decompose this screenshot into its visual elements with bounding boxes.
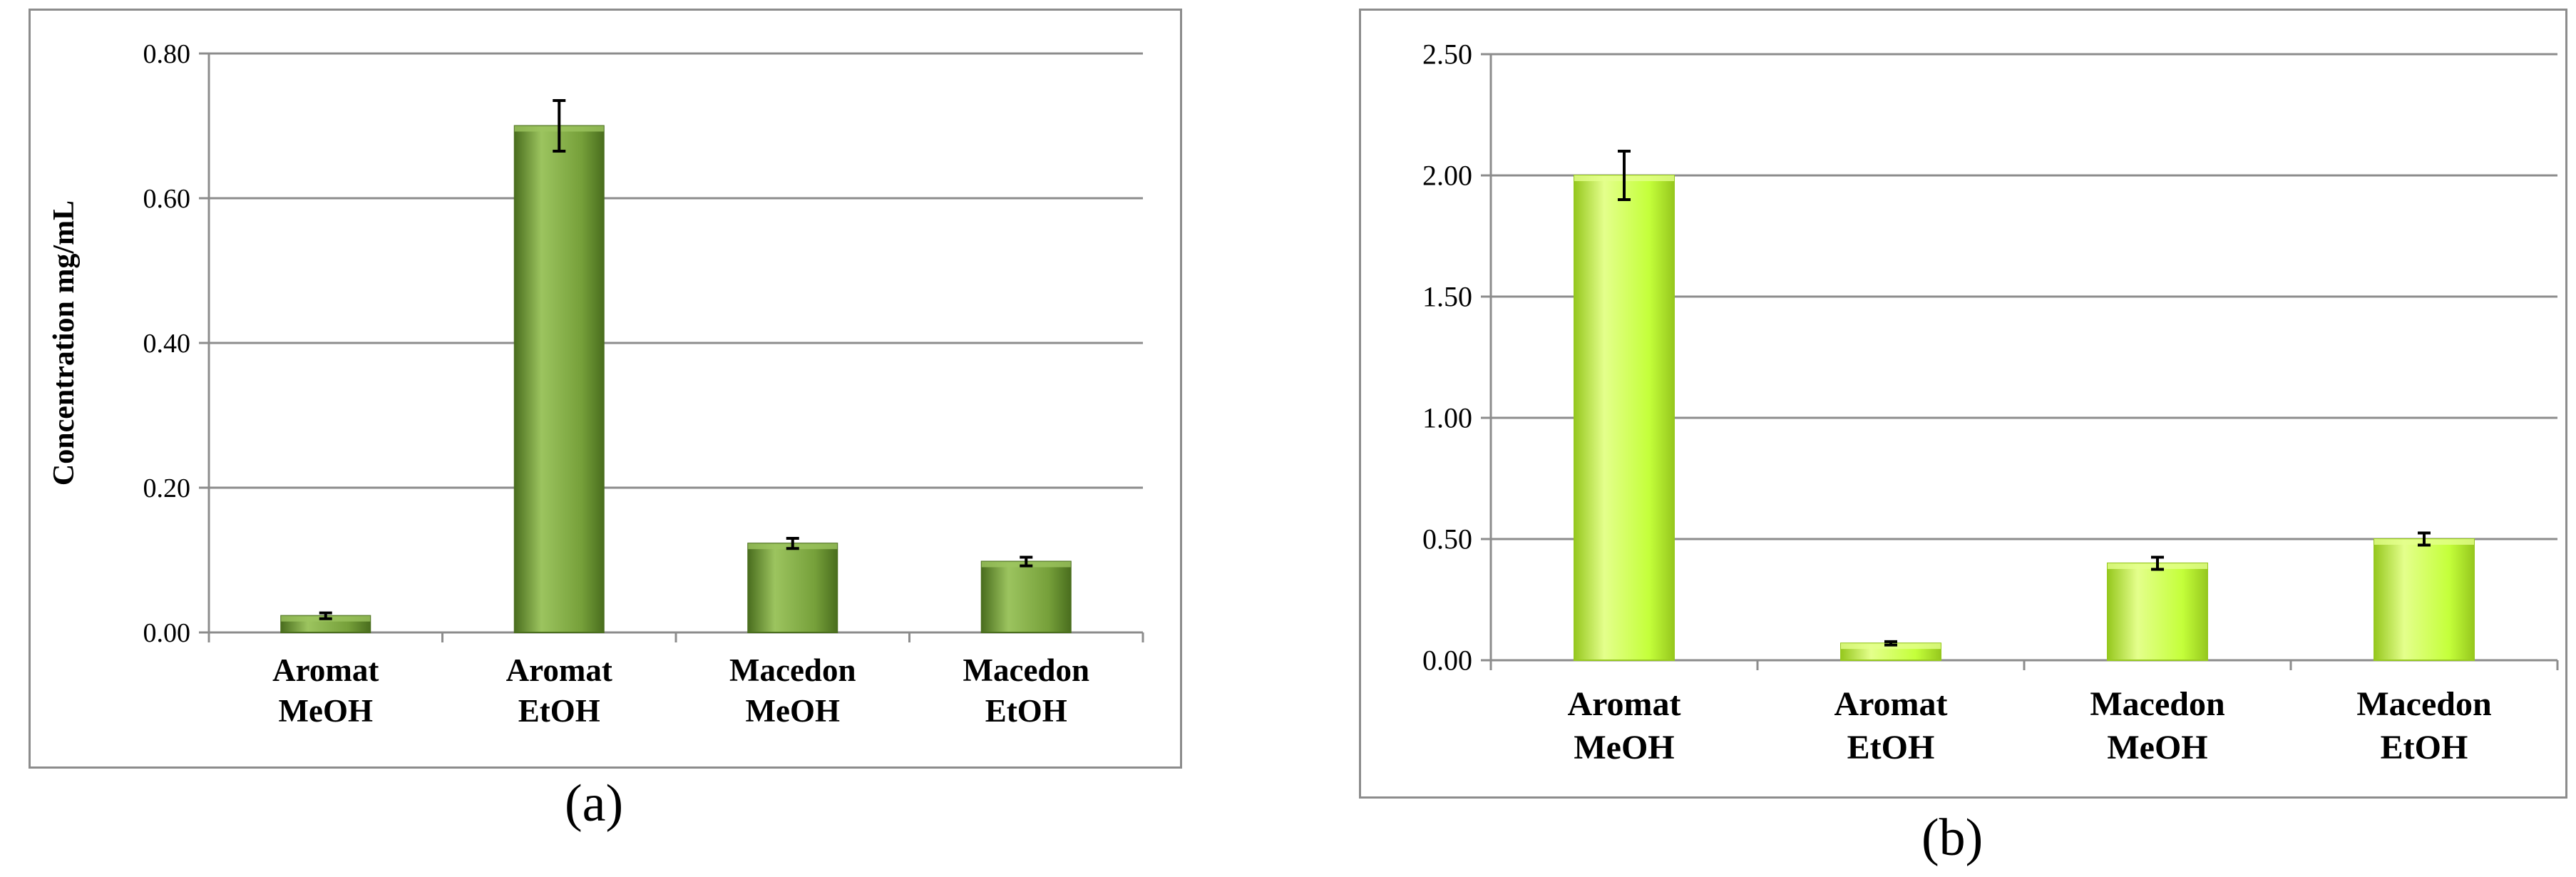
bar	[747, 543, 838, 634]
y-tick-label: 1.00	[1422, 402, 1472, 434]
x-category-label: Macedon	[963, 652, 1089, 688]
y-tick-label: 0.00	[143, 618, 191, 648]
x-category-label: EtOH	[2381, 729, 2468, 766]
x-category-label: EtOH	[518, 693, 600, 729]
y-tick-label: 0.00	[1422, 645, 1472, 677]
y-tick-label: 0.20	[143, 473, 191, 503]
x-category-label: MeOH	[746, 693, 840, 729]
x-category-label: Aromat	[1567, 685, 1680, 723]
y-tick-label: 2.00	[1422, 160, 1472, 192]
y-tick-label: 1.50	[1422, 281, 1472, 313]
bar	[980, 560, 1072, 634]
bar	[1574, 175, 1675, 661]
y-tick-label: 2.50	[1422, 39, 1472, 71]
chart-panel-b: 0.00 0.50 1.00 1.50 2.00 2.50 Aromat MeOH Aromat…	[1359, 9, 2567, 799]
bar	[513, 125, 605, 633]
x-category-label: Aromat	[506, 652, 612, 688]
x-category-label: Macedon	[2090, 685, 2225, 723]
x-category-label: EtOH	[985, 693, 1067, 729]
x-category-label: Aromat	[1834, 685, 1947, 723]
bar	[2374, 538, 2475, 661]
panel-caption-b: (b)	[1921, 809, 1984, 867]
x-category-label: MeOH	[2107, 729, 2207, 766]
x-category-label: MeOH	[279, 693, 373, 729]
y-axis-label: Concentration mg/mL	[48, 200, 81, 486]
x-category-label: Macedon	[2356, 685, 2491, 723]
chart-a: 0.00 0.20 0.40 0.60 0.80 Concentration mg/mL A…	[48, 39, 1144, 729]
y-tick-label: 0.60	[143, 184, 191, 214]
bar	[2107, 563, 2208, 661]
chart-panel-a: 0.00 0.20 0.40 0.60 0.80 Concentration mg/mL A…	[29, 9, 1182, 769]
panel-caption-a: (a)	[565, 774, 624, 833]
y-tick-label: 0.50	[1422, 523, 1472, 555]
x-category-label: Macedon	[729, 652, 856, 688]
x-category-label: Aromat	[272, 652, 379, 688]
y-tick-label: 0.40	[143, 329, 191, 359]
chart-b: 0.00 0.50 1.00 1.50 2.00 2.50 Aromat MeOH Aromat…	[1422, 39, 2559, 766]
x-category-label: EtOH	[1847, 729, 1935, 766]
y-tick-label: 0.80	[143, 39, 191, 69]
x-category-label: MeOH	[1574, 729, 1674, 766]
